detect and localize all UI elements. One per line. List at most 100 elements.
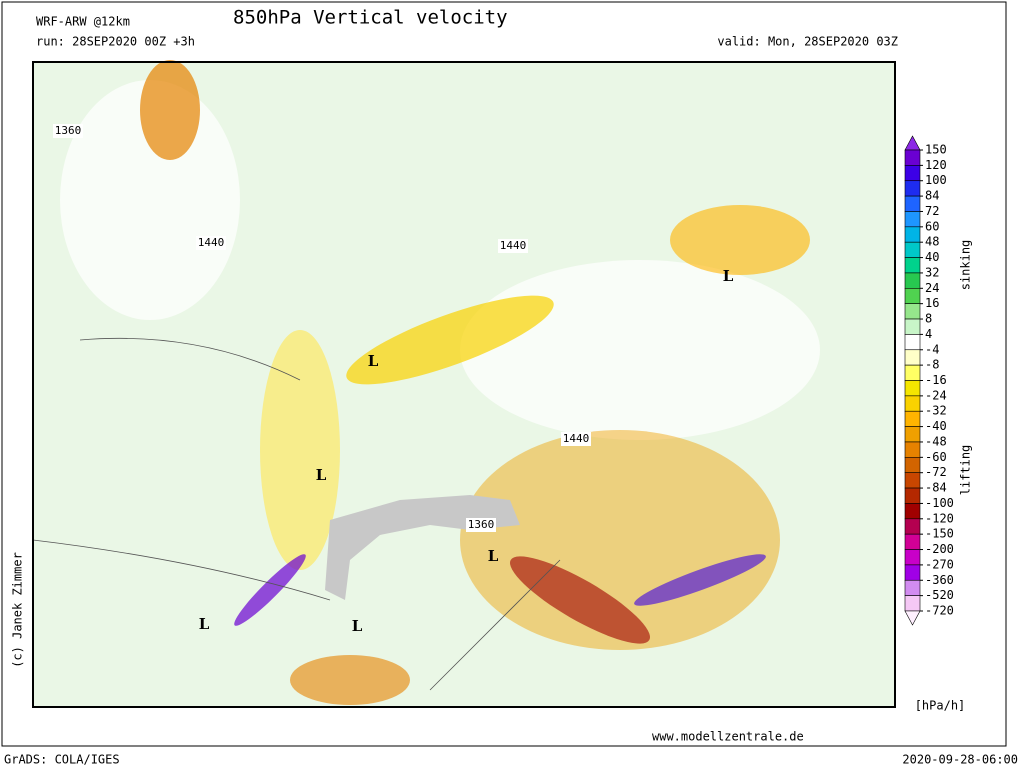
color-bar-band [904, 257, 921, 274]
color-bar-band [904, 349, 921, 366]
color-bar-band [904, 457, 921, 474]
color-bar-band [904, 287, 921, 304]
timestamp: 2020-09-28-06:00 [902, 753, 1018, 767]
color-bar-label: 24 [925, 281, 939, 295]
color-bar-band [904, 503, 921, 520]
color-bar-label: -360 [925, 573, 954, 587]
color-bar-band [904, 441, 921, 458]
color-bar-label: 120 [925, 158, 947, 172]
color-bar-label: -32 [925, 404, 947, 418]
color-bar-band [904, 241, 921, 258]
color-bar: 150120100847260484032241684-4-8-16-24-32… [904, 135, 954, 626]
color-bar-band [904, 165, 921, 182]
color-bar-band [904, 595, 921, 612]
unit-label: [hPa/h] [915, 699, 966, 713]
field-area [346, 295, 554, 385]
color-bar-band [904, 303, 921, 320]
contour-label-bg [466, 518, 496, 532]
field-area [670, 205, 810, 275]
coastline [32, 337, 561, 691]
copyright: (c) Janek Zimmer [11, 552, 25, 668]
color-bar-band [904, 426, 921, 443]
color-bar-band [904, 364, 921, 381]
color-bar-band [904, 564, 921, 581]
color-bar-label: -16 [925, 373, 947, 387]
color-bar-band [904, 533, 921, 550]
contour-label: 1360 [468, 518, 495, 531]
color-bar-band [904, 318, 921, 335]
field-area [60, 80, 240, 320]
contour-label: 1440 [563, 432, 590, 445]
map-frame [32, 61, 896, 708]
website: www.modellzentrale.de [652, 730, 804, 744]
color-bar-label: 48 [925, 235, 939, 249]
color-bar-band [904, 195, 921, 212]
color-bar-label: 72 [925, 204, 939, 218]
run-label: run: 28SEP2020 00Z +3h [36, 35, 195, 49]
color-bar-band [904, 487, 921, 504]
color-bar-label: -60 [925, 450, 947, 464]
color-bar-label: -150 [925, 527, 954, 541]
color-bar-label: 84 [925, 189, 939, 203]
color-bar-band [904, 395, 921, 412]
color-bar-band [904, 272, 921, 289]
color-bar-band [904, 226, 921, 243]
contour-label-bg [561, 432, 591, 446]
contour-label-bg [498, 239, 528, 253]
color-bar-band [904, 410, 921, 427]
contour-label-bg [53, 124, 83, 138]
field-area [290, 655, 410, 705]
outer-frame [1, 1, 1007, 747]
color-bar-band [904, 380, 921, 397]
color-bar-label: 4 [925, 327, 932, 341]
color-bar-band [904, 334, 921, 351]
color-bar-arrow [904, 610, 921, 626]
color-bar-band [904, 211, 921, 228]
color-bar-label: 32 [925, 265, 939, 279]
color-bar-arrow [904, 135, 921, 151]
color-bar-label: -270 [925, 557, 954, 571]
color-bar-band [904, 518, 921, 535]
field-area [460, 260, 820, 440]
color-bar-label: -200 [925, 542, 954, 556]
color-bar-band [904, 579, 921, 596]
color-bar-band [904, 180, 921, 197]
color-bar-band [904, 549, 921, 566]
field-area [140, 60, 200, 160]
color-bar-label: 150 [925, 143, 947, 157]
field-area [260, 330, 340, 570]
color-bar-label: -40 [925, 419, 947, 433]
title: 850hPa Vertical velocity [233, 7, 508, 29]
contour-label: 1440 [500, 239, 527, 252]
valid-label: valid: Mon, 28SEP2020 03Z [717, 35, 898, 49]
field-area [234, 554, 306, 626]
low-pressure-label: L [723, 267, 734, 285]
map-field [32, 60, 895, 707]
sinking-label: sinking [959, 240, 973, 291]
field-area [634, 554, 766, 606]
low-pressure-label: L [488, 547, 499, 565]
contour-label: 1440 [198, 236, 225, 249]
color-bar-band [904, 149, 921, 166]
color-bar-label: -120 [925, 511, 954, 525]
color-bar-label: -48 [925, 434, 947, 448]
color-bar-label: 16 [925, 296, 939, 310]
field-area [510, 556, 650, 644]
color-bar-label: 40 [925, 250, 939, 264]
model-label: WRF-ARW @12km [36, 15, 130, 29]
low-pressure-label: L [368, 352, 379, 370]
map-annotations: L L L L L L 1440 1440 1440 1360 1360 [53, 124, 734, 635]
lifting-label: lifting [959, 445, 973, 496]
color-bar-label: -84 [925, 481, 947, 495]
color-bar-label: -100 [925, 496, 954, 510]
color-bar-label: 100 [925, 173, 947, 187]
low-pressure-label: L [316, 466, 327, 484]
color-bar-label: -24 [925, 388, 947, 402]
color-bar-label: -72 [925, 465, 947, 479]
contour-label-bg [196, 236, 226, 250]
color-bar-label: -8 [925, 358, 939, 372]
color-bar-label: -4 [925, 342, 939, 356]
contour-label: 1360 [55, 124, 82, 137]
color-bar-label: 8 [925, 312, 932, 326]
